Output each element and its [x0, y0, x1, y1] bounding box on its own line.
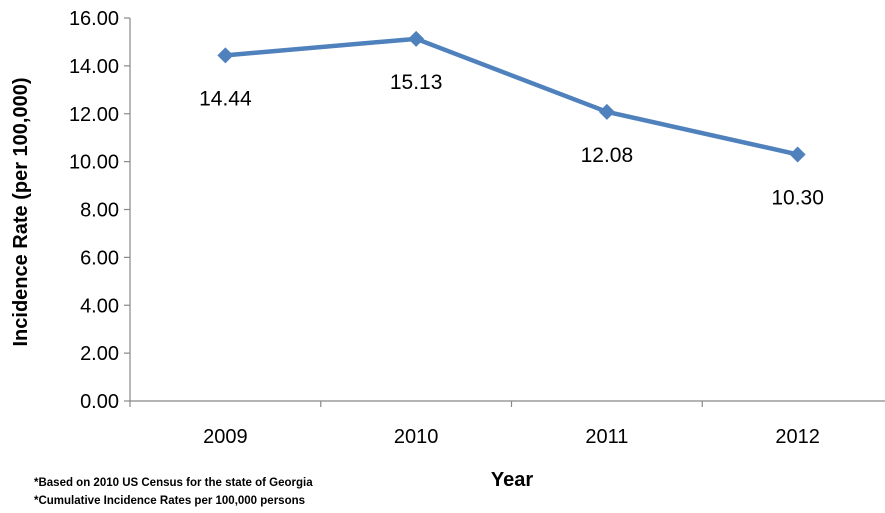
y-tick-label: 16.00 [69, 8, 119, 30]
x-tick-label: 2011 [585, 426, 628, 448]
x-axis-ticks: 2009 2010 2011 2012 [129, 401, 820, 448]
y-tick-label: 4.00 [80, 295, 119, 317]
x-axis-title: Year [491, 469, 533, 491]
data-labels: 14.44 15.13 12.08 10.30 [199, 71, 824, 210]
series-line-path [225, 36, 799, 157]
data-point-marker [789, 146, 806, 163]
data-markers [217, 30, 806, 163]
y-tick-label: 14.00 [69, 56, 119, 78]
data-label: 15.13 [390, 71, 443, 94]
y-tick-label: 10.00 [69, 152, 119, 174]
x-tick-label: 2010 [394, 426, 439, 448]
y-tick-label: 12.00 [69, 104, 119, 126]
x-tick-label: 2012 [775, 426, 820, 448]
x-tick-label: 2009 [203, 426, 248, 448]
y-axis-ticks: 0.00 2.00 4.00 6.00 8.00 10.00 12.00 14.00 16.00 [69, 8, 130, 413]
data-point-marker [598, 103, 615, 120]
data-point-marker [408, 30, 425, 47]
data-label: 14.44 [199, 87, 252, 110]
footnote-rates: *Cumulative Incidence Rates per 100,000 … [34, 495, 306, 507]
y-tick-label: 2.00 [80, 343, 119, 365]
footnote-census: *Based on 2010 US Census for the state o… [34, 477, 313, 489]
series-line [225, 36, 799, 157]
y-tick-label: 0.00 [80, 391, 119, 413]
data-point-marker [217, 47, 234, 64]
data-label: 12.08 [581, 144, 634, 167]
y-axis-title: Incidence Rate (per 100,000) [10, 77, 32, 346]
data-label: 10.30 [771, 186, 824, 209]
y-tick-label: 6.00 [80, 247, 119, 269]
y-tick-label: 8.00 [80, 200, 119, 222]
